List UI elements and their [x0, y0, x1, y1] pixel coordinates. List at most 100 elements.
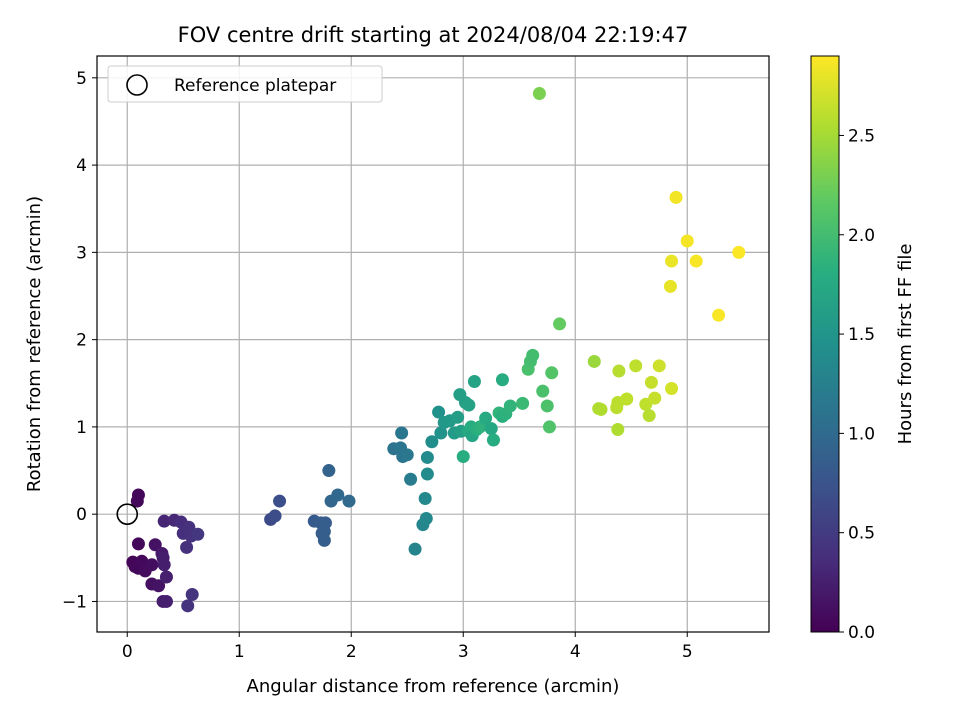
data-point [648, 391, 662, 405]
data-point [516, 396, 530, 410]
data-point [425, 435, 439, 449]
y-tick-label: 2 [76, 331, 87, 351]
data-point [404, 472, 418, 486]
data-point [620, 392, 634, 406]
data-point [594, 402, 608, 416]
data-point [418, 491, 432, 505]
data-point [732, 245, 746, 259]
legend-box [107, 65, 383, 103]
data-point [400, 448, 414, 462]
x-axis-ticks: 0 1 2 3 4 5 [122, 632, 693, 662]
y-tick-label: 0 [76, 505, 87, 525]
data-point [408, 542, 422, 556]
x-tick-label: 2 [346, 642, 357, 662]
data-point [680, 234, 694, 248]
data-point [503, 399, 517, 413]
x-tick-label: 5 [682, 642, 693, 662]
x-axis-label: Angular distance from reference (arcmin) [247, 676, 620, 697]
y-axis-label: Rotation from reference (arcmin) [24, 196, 45, 492]
data-point [629, 359, 643, 373]
chart-title: FOV centre drift starting at 2024/08/04 … [178, 23, 689, 47]
colorbar-tick-label: 0.0 [848, 623, 875, 643]
data-point [612, 364, 626, 378]
data-point [545, 366, 559, 380]
data-point [536, 384, 550, 398]
data-point [542, 420, 556, 434]
plot-frame [96, 55, 770, 633]
data-point [462, 398, 476, 412]
legend-label: Reference platepar [174, 76, 336, 96]
data-point [159, 570, 173, 584]
data-point [420, 450, 434, 464]
data-point [268, 509, 282, 523]
data-point [652, 359, 666, 373]
y-tick-label: 4 [76, 156, 87, 176]
colorbar-gradient [810, 55, 840, 633]
data-point [665, 254, 679, 268]
x-tick-label: 1 [234, 642, 245, 662]
data-point [131, 537, 145, 551]
data-point [611, 423, 625, 437]
data-point [665, 382, 679, 396]
colorbar: 0.0 0.5 1.0 1.5 2.0 2.5 Hours from first FF f… [810, 55, 916, 643]
data-point [479, 411, 493, 425]
data-point [157, 558, 171, 572]
data-point [484, 422, 498, 436]
data-point [159, 594, 173, 608]
y-tick-label: 1 [76, 418, 87, 438]
data-point [689, 254, 703, 268]
data-point [180, 540, 194, 554]
data-point [395, 426, 409, 440]
colorbar-tick-label: 2.5 [848, 126, 875, 146]
legend-marker-icon [126, 74, 148, 96]
reference-marker [116, 503, 139, 525]
colorbar-tick-label: 1.0 [848, 424, 875, 444]
data-point [495, 373, 509, 387]
y-tick-label: 3 [76, 243, 87, 263]
data-point [712, 308, 726, 322]
data-point [273, 494, 287, 508]
data-point [467, 375, 481, 389]
data-point [540, 399, 554, 413]
data-point [331, 488, 345, 502]
reference-platepar-marker [116, 503, 139, 525]
data-point [317, 533, 331, 547]
data-point [152, 579, 166, 593]
y-tick-label: 5 [76, 69, 87, 89]
colorbar-tick-label: 2.0 [848, 226, 875, 246]
data-point [644, 375, 658, 389]
data-point [526, 348, 540, 362]
data-point [181, 599, 195, 613]
colorbar-tick-label: 1.5 [848, 325, 875, 345]
data-points [126, 87, 746, 613]
data-point [486, 433, 500, 447]
data-point [434, 426, 448, 440]
data-point [342, 494, 356, 508]
data-point [191, 527, 205, 541]
data-point [432, 405, 446, 419]
data-point [185, 587, 199, 601]
data-point [642, 409, 656, 423]
data-point [419, 512, 433, 526]
colorbar-label: Hours from first FF file [895, 244, 916, 445]
data-point [145, 558, 159, 572]
data-point [130, 494, 144, 508]
data-point [669, 190, 683, 204]
colorbar-tick-label: 0.5 [848, 524, 875, 544]
data-point [456, 450, 470, 464]
y-axis-ticks: −1 0 1 2 3 4 5 [62, 69, 97, 612]
data-point [553, 317, 567, 331]
legend: Reference platepar [107, 65, 383, 103]
data-point [157, 514, 171, 528]
x-tick-label: 0 [122, 642, 133, 662]
x-tick-label: 3 [458, 642, 469, 662]
data-point [322, 464, 336, 478]
data-point [663, 279, 677, 293]
x-tick-label: 4 [570, 642, 581, 662]
data-point [532, 87, 546, 101]
data-point [451, 410, 465, 424]
grid-lines [97, 56, 769, 632]
y-tick-label: −1 [62, 592, 87, 612]
colorbar-ticks: 0.0 0.5 1.0 1.5 2.0 2.5 [839, 126, 875, 643]
